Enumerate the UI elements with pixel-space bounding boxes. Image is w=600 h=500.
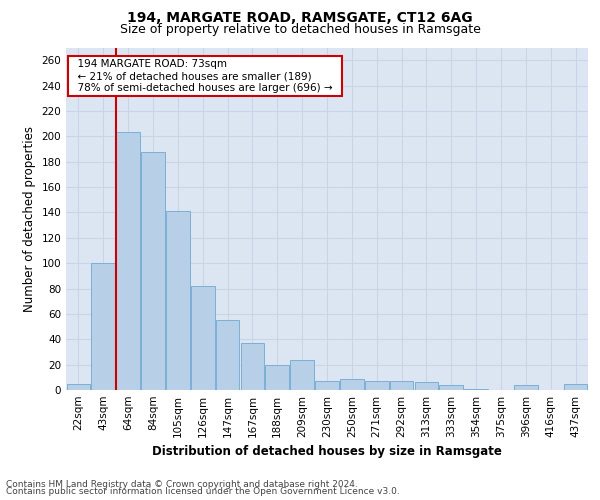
Bar <box>91 263 115 390</box>
Text: Contains public sector information licensed under the Open Government Licence v3: Contains public sector information licen… <box>6 488 400 496</box>
Bar <box>315 381 339 390</box>
Bar <box>166 211 190 390</box>
Y-axis label: Number of detached properties: Number of detached properties <box>23 126 36 312</box>
Text: 194, MARGATE ROAD, RAMSGATE, CT12 6AG: 194, MARGATE ROAD, RAMSGATE, CT12 6AG <box>127 11 473 25</box>
Bar <box>141 152 165 390</box>
X-axis label: Distribution of detached houses by size in Ramsgate: Distribution of detached houses by size … <box>152 446 502 458</box>
Bar <box>390 381 413 390</box>
Bar <box>241 343 264 390</box>
Text: 194 MARGATE ROAD: 73sqm  
  ← 21% of detached houses are smaller (189)  
  78% o: 194 MARGATE ROAD: 73sqm ← 21% of detache… <box>71 60 340 92</box>
Text: Size of property relative to detached houses in Ramsgate: Size of property relative to detached ho… <box>119 22 481 36</box>
Bar <box>290 360 314 390</box>
Bar <box>439 385 463 390</box>
Bar <box>415 382 438 390</box>
Bar <box>265 364 289 390</box>
Text: Contains HM Land Registry data © Crown copyright and database right 2024.: Contains HM Land Registry data © Crown c… <box>6 480 358 489</box>
Bar <box>464 388 488 390</box>
Bar <box>564 384 587 390</box>
Bar <box>365 381 389 390</box>
Bar <box>340 378 364 390</box>
Bar <box>67 384 90 390</box>
Bar <box>514 385 538 390</box>
Bar <box>191 286 215 390</box>
Bar <box>116 132 140 390</box>
Bar <box>216 320 239 390</box>
